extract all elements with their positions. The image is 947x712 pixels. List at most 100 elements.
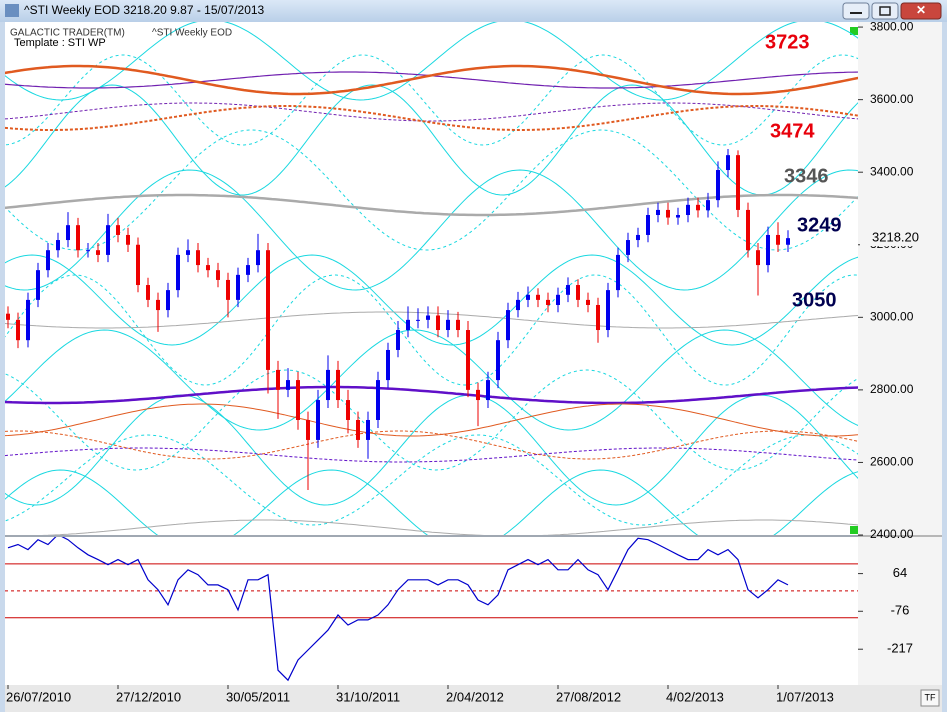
candle-body bbox=[396, 330, 400, 350]
candle-body bbox=[656, 209, 660, 216]
candle-body bbox=[206, 265, 210, 271]
window-buttons: ✕ bbox=[842, 2, 942, 20]
candle-body bbox=[216, 270, 220, 280]
minimize-button[interactable] bbox=[842, 2, 870, 20]
cycle-projections bbox=[5, 22, 858, 535]
cycle-wave bbox=[5, 403, 858, 437]
date-axis-panel bbox=[5, 685, 942, 712]
candle-body bbox=[646, 215, 650, 235]
cycle-wave bbox=[5, 64, 858, 96]
price-plot bbox=[6, 148, 790, 491]
restore-button[interactable] bbox=[871, 2, 899, 20]
cycle-wave bbox=[5, 469, 858, 535]
candle-body bbox=[736, 155, 740, 210]
y-tick-label: 64 bbox=[893, 565, 907, 580]
candle-body bbox=[196, 250, 200, 266]
candle-body bbox=[486, 380, 490, 401]
candle-body bbox=[366, 419, 370, 440]
cycle-wave bbox=[5, 430, 858, 460]
cycle-wave bbox=[5, 385, 858, 405]
level-annotation: 3050 bbox=[792, 289, 837, 311]
candle-body bbox=[446, 319, 450, 331]
candle-body bbox=[676, 215, 680, 218]
candle-body bbox=[346, 400, 350, 420]
cycle-wave bbox=[5, 22, 858, 101]
x-tick-label: 27/12/2010 bbox=[116, 689, 181, 704]
template-label: Template : STI WP bbox=[14, 37, 106, 49]
candle-body bbox=[66, 225, 70, 241]
candle-body bbox=[466, 330, 470, 390]
x-tick-label: 26/07/2010 bbox=[6, 689, 71, 704]
candle-body bbox=[186, 250, 190, 255]
cycle-wave bbox=[5, 84, 858, 196]
candle-body bbox=[256, 250, 260, 266]
x-tick-label: 31/10/2011 bbox=[336, 689, 400, 704]
cycle-wave bbox=[5, 129, 858, 251]
cycle-wave bbox=[5, 434, 858, 526]
candle-body bbox=[506, 310, 510, 341]
y-tick-label: 3800.00 bbox=[870, 19, 914, 33]
candle-body bbox=[776, 234, 780, 245]
y-tick-label: 3600.00 bbox=[870, 92, 914, 106]
candle-body bbox=[716, 170, 720, 201]
candle-body bbox=[146, 285, 150, 300]
window-title: ^STI Weekly EOD 3218.20 9.87 - 15/07/201… bbox=[24, 3, 265, 17]
tf-button-label[interactable]: TF bbox=[925, 692, 936, 702]
cycle-wave bbox=[5, 274, 858, 386]
x-tick-label: 2/04/2012 bbox=[446, 689, 504, 704]
candle-body bbox=[616, 254, 620, 291]
candle-body bbox=[306, 419, 310, 440]
tf-button[interactable] bbox=[920, 689, 940, 707]
candle-body bbox=[266, 250, 270, 370]
resize-handle[interactable] bbox=[850, 27, 858, 35]
resize-handle[interactable] bbox=[850, 526, 858, 534]
candle-body bbox=[106, 225, 110, 255]
y-tick-label: 2600.00 bbox=[870, 455, 914, 469]
candle-body bbox=[426, 315, 430, 320]
cycle-wave bbox=[5, 54, 858, 146]
candle-body bbox=[96, 250, 100, 255]
candle-body bbox=[476, 389, 480, 401]
y-tick-label: 2400.00 bbox=[870, 527, 914, 541]
candle-body bbox=[586, 299, 590, 305]
y-tick-label: -217 bbox=[887, 641, 913, 656]
candle-body bbox=[316, 400, 320, 440]
x-tick-label: 1/07/2013 bbox=[776, 689, 834, 704]
candle-body bbox=[436, 315, 440, 331]
brand-label: GALACTIC TRADER(TM) bbox=[10, 28, 125, 39]
candle-body bbox=[556, 294, 560, 305]
candle-body bbox=[576, 285, 580, 300]
candle-body bbox=[236, 274, 240, 300]
cycle-wave bbox=[5, 105, 858, 131]
x-tick-label: 4/02/2013 bbox=[666, 689, 724, 704]
candle-body bbox=[756, 250, 760, 266]
candle-body bbox=[356, 419, 360, 440]
x-tick-label: 30/05/2011 bbox=[226, 689, 290, 704]
candle-body bbox=[686, 204, 690, 216]
candle-body bbox=[6, 313, 10, 320]
cycle-wave bbox=[41, 519, 858, 535]
candle-body bbox=[246, 265, 250, 275]
level-annotation: 3474 bbox=[770, 120, 815, 142]
subtitle: ^STI Weekly EOD bbox=[152, 28, 232, 39]
candle-body bbox=[166, 290, 170, 311]
level-annotation: 3346 bbox=[784, 165, 829, 187]
close-button[interactable] bbox=[900, 2, 942, 20]
candle-body bbox=[456, 319, 460, 331]
candle-body bbox=[606, 290, 610, 331]
cycle-wave bbox=[5, 394, 858, 506]
axes: 2400.002600.002800.003000.003200.003400.… bbox=[6, 19, 940, 704]
last-price-tag bbox=[860, 230, 940, 247]
candle-body bbox=[136, 244, 140, 286]
y-tick-label: 3000.00 bbox=[870, 309, 914, 323]
oscillator-panel bbox=[5, 537, 858, 685]
candle-body bbox=[766, 234, 770, 266]
y-tick-label: 2800.00 bbox=[870, 382, 914, 396]
candle-body bbox=[696, 204, 700, 211]
candle-body bbox=[536, 294, 540, 300]
price-panel bbox=[5, 22, 858, 535]
candle-body bbox=[296, 380, 300, 420]
candle-body bbox=[56, 240, 60, 251]
